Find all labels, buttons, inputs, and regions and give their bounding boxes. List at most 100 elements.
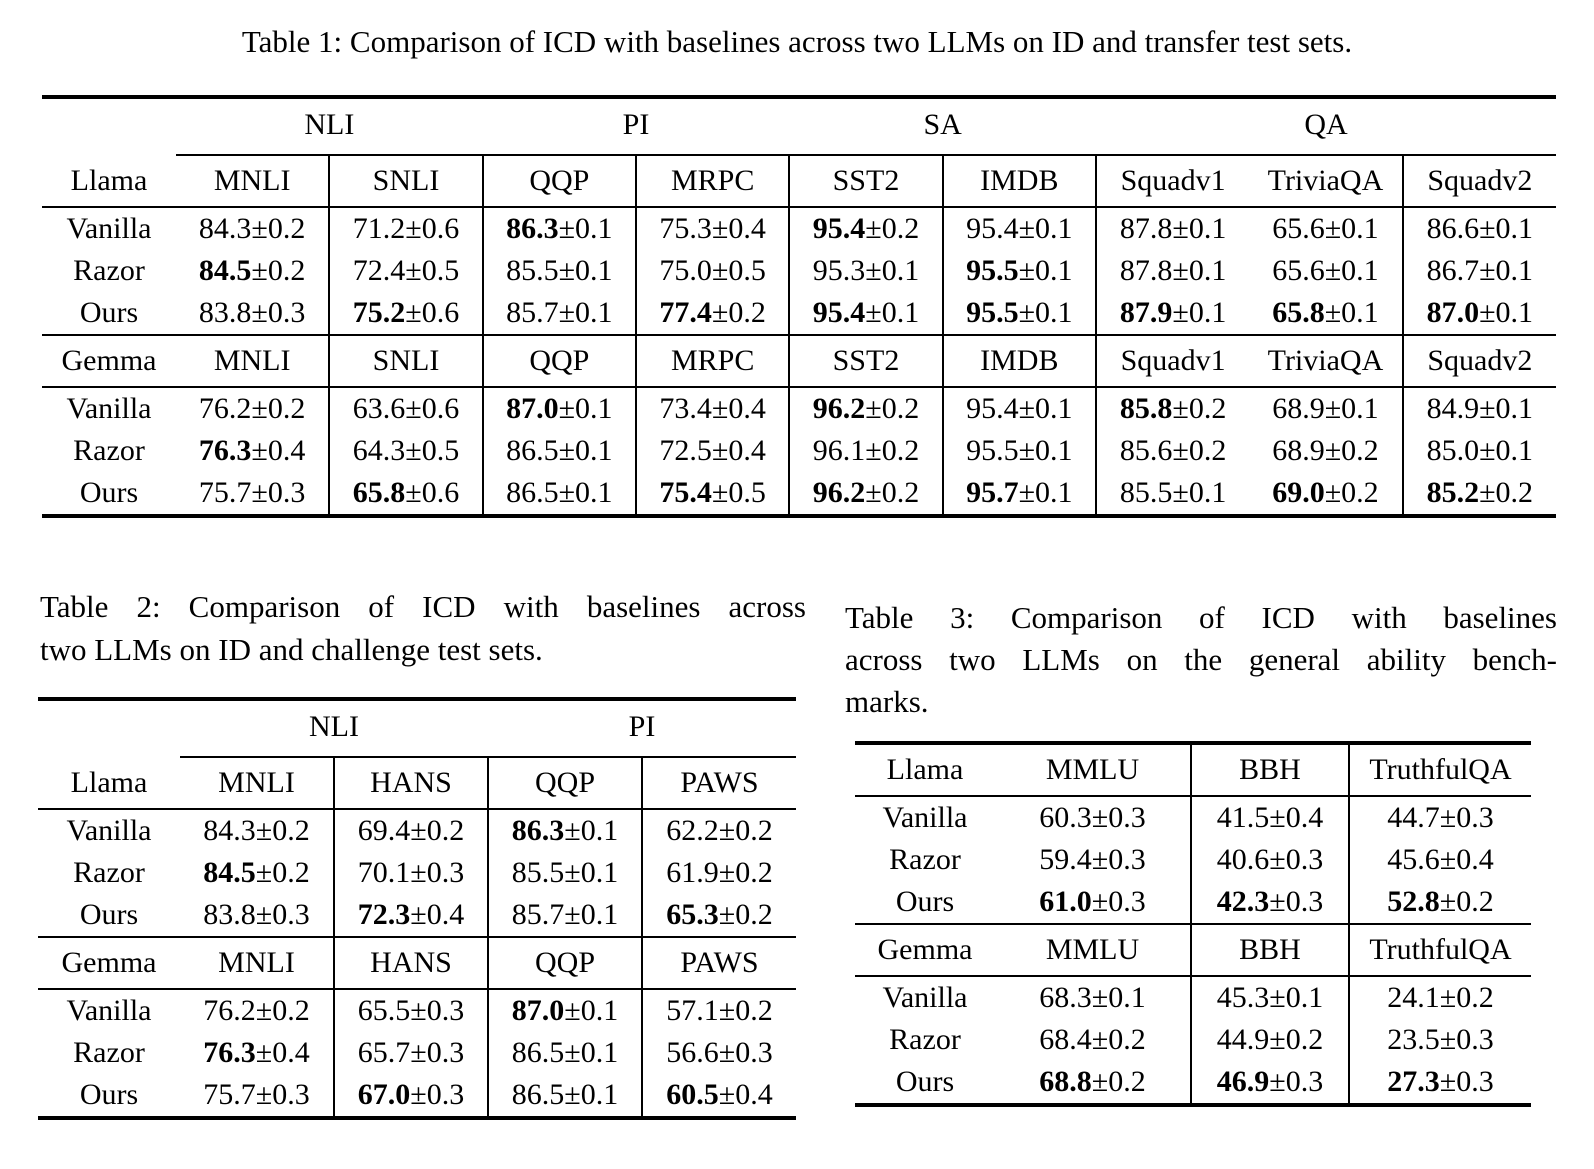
value-cell: 85.5±0.1 (1094, 472, 1250, 516)
caption-line: across two LLMs on the general ability b… (845, 642, 1557, 677)
value-cell: 65.3±0.2 (641, 894, 796, 937)
metric-std: ±0.1 (558, 434, 613, 467)
metric-std: ±0.1 (1172, 254, 1227, 287)
metric-std: ±0.2 (251, 392, 306, 425)
metric-std: ±0.1 (564, 856, 619, 889)
data-row: Vanilla 76.2±0.2 65.5±0.3 87.0±0.1 57.1±0.2 (38, 989, 796, 1032)
metric-std: ±0.5 (711, 254, 766, 287)
value-cell: 86.6±0.1 (1401, 207, 1556, 250)
metric-std: ±0.6 (405, 392, 460, 425)
model-name: Llama (38, 757, 180, 810)
column-header: Squadv2 (1401, 334, 1556, 388)
metric-std: ±0.4 (410, 898, 465, 931)
metric-std: ±0.4 (1269, 801, 1324, 834)
value-cell: 65.6±0.1 (1249, 250, 1402, 292)
metric-mean: 63.6 (352, 392, 406, 425)
value-cell: 95.4±0.1 (788, 292, 943, 335)
metric-std: ±0.3 (410, 994, 465, 1027)
value-cell: 65.6±0.1 (1249, 207, 1402, 250)
value-cell: 84.9±0.1 (1401, 387, 1556, 430)
value-cell: 86.5±0.1 (487, 1074, 642, 1118)
table-2: NLI PI Llama MNLI HANS QQP PAWS Vanilla 84.3±0.2… (38, 697, 796, 1120)
metric-std: ±0.4 (711, 212, 766, 245)
metric-mean: 95.5 (966, 296, 1019, 329)
value-cell: 95.7±0.1 (941, 472, 1096, 516)
metric-std: ±0.1 (564, 994, 619, 1027)
metric-mean: 76.3 (203, 1036, 256, 1069)
column-header: IMDB (941, 334, 1096, 388)
metric-std: ±0.2 (1172, 392, 1227, 425)
metric-mean: 86.7 (1426, 254, 1480, 287)
value-cell: 85.5±0.1 (487, 852, 642, 894)
metric-mean: 87.0 (506, 392, 559, 425)
data-row: Ours 75.7±0.3 65.8±0.6 86.5±0.1 75.4±0.5 96.2… (42, 472, 1556, 516)
value-cell: 77.4±0.2 (634, 292, 790, 335)
metric-std: ±0.1 (564, 1036, 619, 1069)
value-cell: 83.8±0.3 (176, 292, 329, 335)
column-header: MRPC (634, 155, 790, 208)
metric-std: ±0.3 (1269, 1065, 1324, 1098)
value-cell: 86.7±0.1 (1401, 250, 1556, 292)
value-cell: 56.6±0.3 (641, 1032, 796, 1074)
group-header: SA (789, 97, 1096, 156)
value-cell: 85.0±0.1 (1401, 430, 1556, 472)
value-cell: 71.2±0.6 (328, 207, 483, 250)
metric-std: ±0.2 (255, 856, 310, 889)
column-header: SNLI (328, 155, 483, 208)
metric-std: ±0.3 (410, 1078, 465, 1111)
column-header: HANS (333, 757, 488, 810)
value-cell: 46.9±0.3 (1190, 1061, 1349, 1105)
metric-mean: 86.5 (506, 434, 559, 467)
value-cell: 57.1±0.2 (641, 989, 796, 1032)
column-header: TruthfulQA (1348, 923, 1531, 977)
metric-std: ±0.1 (1324, 296, 1379, 329)
metric-std: ±0.2 (718, 856, 773, 889)
column-header: SST2 (788, 155, 943, 208)
row-label: Razor (889, 1023, 961, 1056)
metric-mean: 85.5 (506, 254, 559, 287)
value-cell: 69.0±0.2 (1249, 472, 1402, 516)
metric-mean: 68.3 (1039, 981, 1092, 1014)
metric-mean: 87.8 (1119, 254, 1173, 287)
value-cell: 87.8±0.1 (1094, 207, 1250, 250)
caption-line: two LLMs on ID and challenge test sets. (40, 632, 543, 667)
metric-mean: 42.3 (1216, 885, 1270, 918)
column-header: MNLI (180, 936, 334, 990)
metric-mean: 76.3 (198, 434, 252, 467)
metric-std: ±0.2 (1091, 1023, 1146, 1056)
row-label: Vanilla (66, 212, 152, 245)
column-header: MMLU (995, 923, 1191, 977)
value-cell: 70.1±0.3 (333, 852, 488, 894)
metric-std: ±0.1 (1324, 254, 1379, 287)
metric-mean: 95.5 (966, 434, 1019, 467)
metric-std: ±0.4 (251, 434, 306, 467)
section-header-row: Gemma MNLI HANS QQP PAWS (38, 936, 796, 990)
row-label: Vanilla (66, 994, 152, 1027)
value-cell: 76.3±0.4 (180, 1032, 334, 1074)
group-header: NLI (176, 97, 483, 156)
metric-std: ±0.1 (1018, 296, 1073, 329)
value-cell: 76.3±0.4 (176, 430, 329, 472)
metric-mean: 84.9 (1426, 392, 1480, 425)
metric-mean: 95.4 (812, 296, 866, 329)
model-name: Gemma (38, 936, 180, 990)
column-header: TriviaQA (1249, 155, 1403, 208)
metric-std: ±0.2 (865, 434, 920, 467)
metric-std: ±0.3 (1091, 885, 1146, 918)
value-cell: 76.2±0.2 (176, 387, 329, 430)
value-cell: 85.7±0.1 (481, 292, 636, 335)
value-cell: 84.5±0.2 (176, 250, 329, 292)
column-header: SST2 (788, 334, 943, 388)
metric-std: ±0.1 (865, 254, 920, 287)
metric-std: ±0.2 (1439, 981, 1494, 1014)
metric-mean: 65.3 (666, 898, 719, 931)
metric-mean: 23.5 (1387, 1023, 1440, 1056)
section-header-row: Llama MNLI SNLI QQP MRPC SST2 IMDB Squadv1 Trivi… (42, 155, 1556, 208)
metric-std: ±0.5 (405, 254, 460, 287)
value-cell: 68.9±0.1 (1249, 387, 1402, 430)
data-row: Vanilla 60.3±0.3 41.5±0.4 44.7±0.3 (855, 796, 1531, 839)
caption-line: Table 3: Comparison of ICD with baseline… (845, 600, 1557, 635)
value-cell: 85.5±0.1 (481, 250, 636, 292)
column-header: PAWS (641, 936, 796, 990)
value-cell: 86.5±0.1 (481, 472, 636, 516)
